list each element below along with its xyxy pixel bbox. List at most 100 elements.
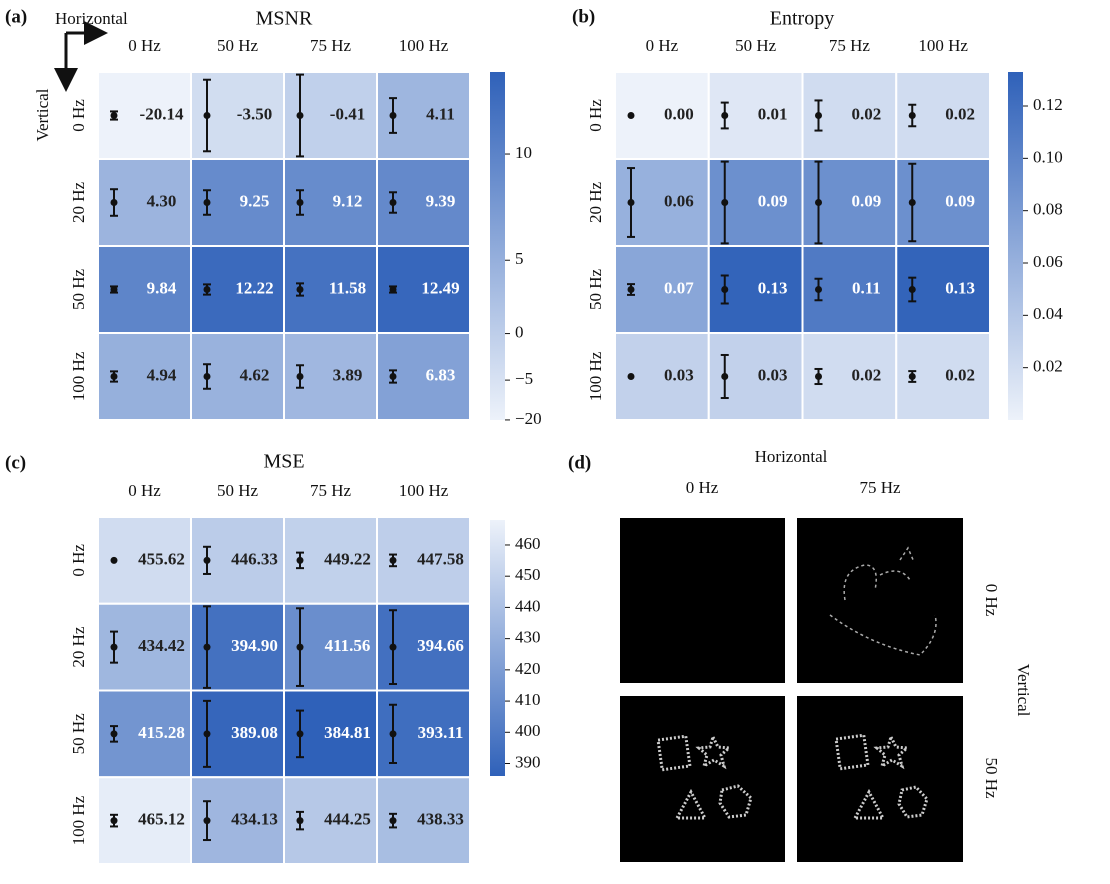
value-label: 444.25: [324, 810, 371, 829]
image: [797, 518, 963, 683]
error-bar: [296, 810, 304, 831]
error-bar: [110, 285, 118, 294]
colorbar-tick-label: 0.04: [1033, 304, 1063, 323]
error-bar: [296, 551, 304, 570]
row-label: 100 Hz: [586, 351, 605, 401]
value-label: 0.09: [852, 191, 882, 210]
error-bar: [814, 367, 823, 386]
panel-label: (c): [5, 452, 26, 473]
error-bar: [110, 556, 118, 564]
value-label: 4.30: [147, 191, 177, 210]
y-axis-label: Vertical: [1014, 664, 1033, 717]
colorbar-tick-label: 400: [515, 721, 541, 740]
value-label: 438.33: [417, 810, 464, 829]
col-label: 100 Hz: [399, 36, 449, 55]
error-bar: [296, 709, 304, 759]
image: [797, 696, 963, 862]
value-label: 9.39: [426, 191, 456, 210]
row-label: 20 Hz: [69, 626, 88, 668]
value-label: 0.03: [758, 365, 788, 384]
row-label: 0 Hz: [586, 99, 605, 132]
error-bar: [203, 699, 211, 768]
col-label: 50 Hz: [735, 36, 777, 55]
col-label: 100 Hz: [399, 481, 449, 500]
row-label: 50 Hz: [586, 269, 605, 311]
col-label: 75 Hz: [829, 36, 871, 55]
colorbar-tick-label: 5: [515, 249, 524, 268]
value-label: 4.62: [240, 365, 270, 384]
col-label: 0 Hz: [646, 36, 679, 55]
value-label: 434.42: [138, 636, 185, 655]
colorbar-tick-label: 0.08: [1033, 200, 1063, 219]
value-label: 4.94: [147, 365, 177, 384]
error-bar: [203, 605, 211, 689]
colorbar-tick-label: 0.06: [1033, 252, 1063, 271]
error-bar: [389, 97, 397, 134]
error-bar: [908, 370, 917, 383]
row-label: 100 Hz: [69, 795, 88, 845]
value-label: -0.41: [330, 104, 365, 123]
error-bar: [296, 189, 304, 216]
value-label: 384.81: [324, 723, 371, 742]
value-label: 447.58: [417, 549, 464, 568]
col-label: 75 Hz: [859, 478, 901, 497]
col-label: 0 Hz: [128, 36, 161, 55]
x-axis-label: Horizontal: [55, 9, 128, 28]
error-bar: [110, 630, 118, 664]
colorbar-tick-label: 430: [515, 628, 541, 647]
row-label: 50 Hz: [982, 757, 1001, 799]
value-label: 0.07: [664, 278, 694, 297]
value-label: 0.13: [945, 278, 975, 297]
col-label: 50 Hz: [217, 36, 259, 55]
error-bar: [203, 283, 211, 296]
row-label: 0 Hz: [69, 544, 88, 577]
colorbar-tick-label: 440: [515, 596, 541, 615]
error-bar: [110, 813, 118, 828]
heatmap-cell: [376, 245, 471, 334]
error-bar: [296, 73, 304, 158]
value-label: 12.22: [235, 278, 273, 297]
chart-title: MSE: [263, 451, 304, 473]
value-label: -3.50: [237, 104, 272, 123]
error-bar: [203, 78, 211, 153]
error-bar: [389, 703, 397, 764]
value-label: 0.02: [945, 365, 975, 384]
value-label: 465.12: [138, 810, 185, 829]
value-label: 434.13: [231, 810, 278, 829]
colorbar-tick-label: 0.10: [1033, 147, 1063, 166]
value-label: 9.12: [333, 191, 363, 210]
error-bar: [627, 373, 635, 380]
value-label: 0.00: [664, 104, 694, 123]
colorbar: [1008, 72, 1023, 420]
value-label: 0.02: [852, 104, 882, 123]
row-label: 0 Hz: [69, 99, 88, 132]
value-label: 3.89: [333, 365, 363, 384]
value-label: 393.11: [418, 723, 464, 742]
col-label: 100 Hz: [918, 36, 968, 55]
row-label: 50 Hz: [69, 713, 88, 755]
error-bar: [389, 553, 397, 568]
error-bar: [110, 188, 118, 217]
x-axis-label: Horizontal: [755, 447, 828, 466]
colorbar: [490, 520, 505, 776]
error-bar: [389, 369, 397, 384]
panel-label: (a): [5, 6, 27, 27]
col-label: 50 Hz: [217, 481, 259, 500]
chart-title: MSNR: [256, 8, 313, 30]
value-label: 0.13: [758, 278, 788, 297]
value-label: 9.84: [147, 278, 177, 297]
error-bar: [296, 607, 304, 687]
error-bar: [110, 725, 118, 743]
value-label: 394.66: [417, 636, 464, 655]
error-bar: [203, 800, 211, 842]
value-label: 0.03: [664, 365, 694, 384]
colorbar-tick-label: −20: [515, 409, 542, 428]
row-label: 50 Hz: [69, 269, 88, 311]
error-bar: [627, 167, 635, 238]
error-bar: [908, 276, 917, 303]
image: [620, 518, 785, 683]
col-label: 0 Hz: [686, 478, 719, 497]
colorbar-tick-label: 460: [515, 534, 541, 553]
error-bar: [627, 283, 635, 296]
